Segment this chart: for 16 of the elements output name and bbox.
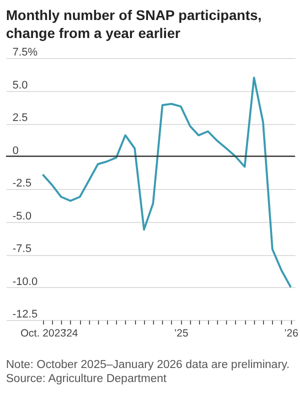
y-tick-label: 5.0: [12, 79, 28, 92]
y-tick-label: -12.5: [12, 308, 38, 320]
y-tick-label: -2.5: [12, 178, 32, 190]
y-tick-label: 0: [12, 144, 19, 157]
chart-title: Monthly number of SNAP participants, change from a year earlier: [6, 6, 263, 42]
x-tick-label: ’24: [64, 328, 78, 340]
y-tick-label: -5.0: [12, 210, 32, 222]
source-note: Source: Agriculture Department: [6, 372, 168, 386]
y-tick-label: 2.5: [12, 112, 28, 124]
y-tick-label: -7.5: [12, 243, 32, 255]
x-tick-label: ’25: [174, 328, 188, 340]
text: Note: October 2025–January 2026 data are preliminary.: [6, 358, 291, 372]
x-tick-label: Oct. 2023: [20, 328, 66, 340]
x-tick-label: ’26: [284, 328, 298, 340]
y-tick-label: 7.5%: [12, 46, 38, 58]
y-tick-label: -10.0: [12, 276, 38, 288]
